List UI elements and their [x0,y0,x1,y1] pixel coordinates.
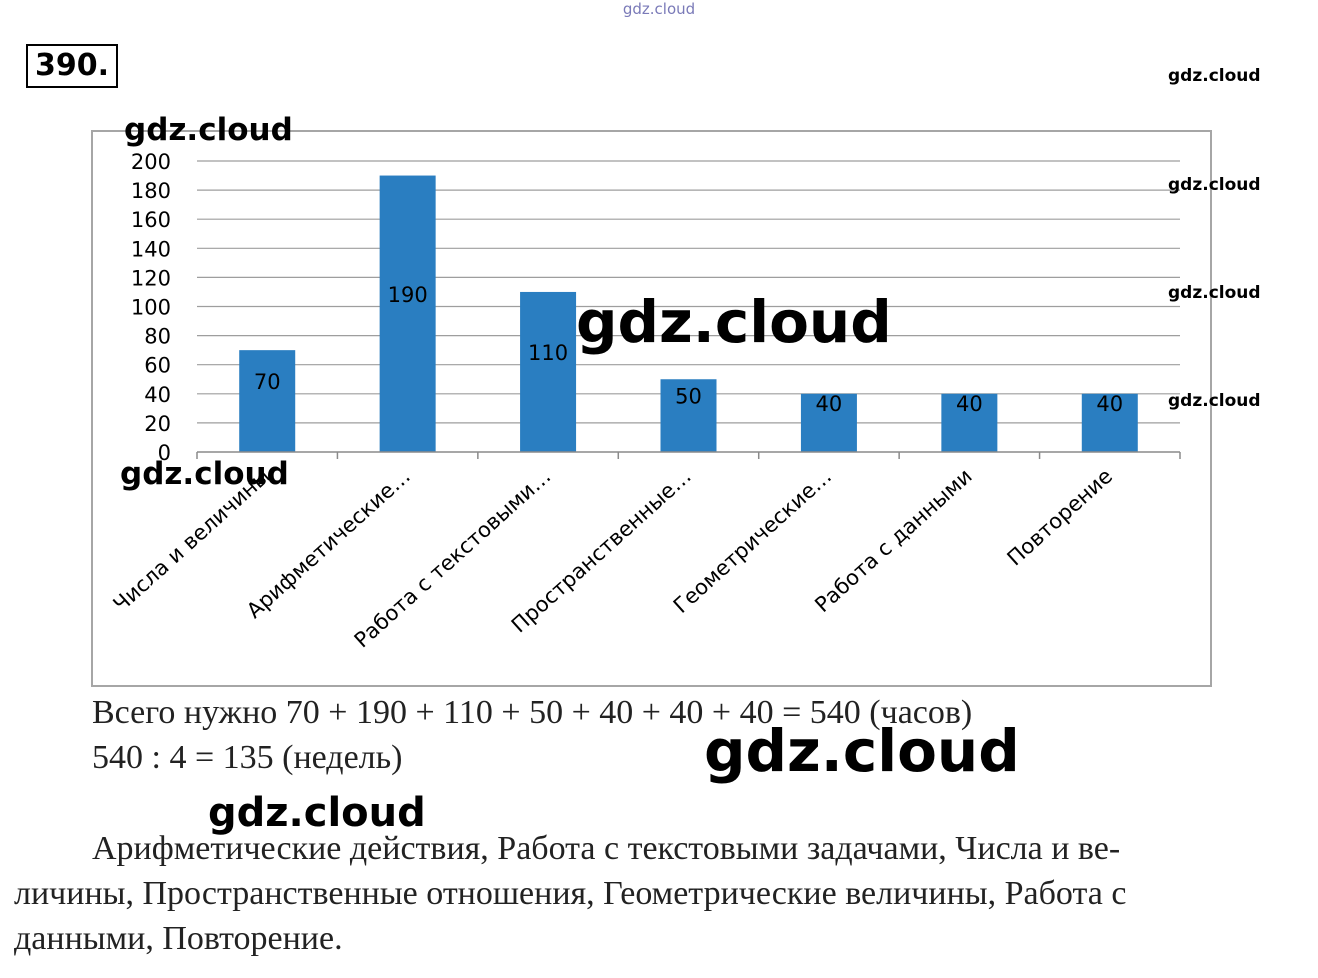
bar-chart: 0 20 40 60 80 100 120 140 160 180 200 70 190 110 50 40… [91,130,1212,687]
bar [239,350,296,452]
data-label: 40 [816,392,843,416]
watermark: gdz.cloud [704,717,1020,785]
problem-number: 390. [26,44,118,88]
watermark: gdz.cloud [208,790,426,836]
y-tick-label: 200 [131,150,171,174]
data-label: 50 [675,385,702,409]
y-tick-label: 60 [144,354,171,378]
chart-frame [91,130,1212,687]
watermark: gdz.cloud [1168,391,1261,411]
bar [941,393,998,452]
data-label: 40 [956,392,983,416]
y-tick-label: 180 [131,179,171,203]
data-label: 110 [528,341,568,365]
watermark: gdz.cloud [1168,175,1261,195]
y-tick-label: 20 [144,412,171,436]
bar [520,291,577,452]
y-tick-label: 140 [131,237,171,261]
answer-line-3: данными, Повторение. [14,920,343,957]
solution-line-1: Всего нужно 70 + 190 + 110 + 50 + 40 + 4… [92,694,973,731]
data-label: 190 [388,283,428,307]
answer-paragraph: Арифметические действия, Работа с тексто… [14,826,1304,961]
watermark-top: gdz.cloud [622,0,696,18]
watermark: gdz.cloud [124,112,293,148]
y-tick-label: 120 [131,266,171,290]
watermark: gdz.cloud [576,288,892,356]
answer-line-2: личины, Пространственные отношения, Геом… [14,875,1127,912]
data-label: 40 [1096,392,1123,416]
watermark: gdz.cloud [1168,66,1261,86]
bar [1081,393,1138,452]
y-tick-label: 0 [158,441,171,465]
y-tick-label: 160 [131,208,171,232]
bar [379,175,436,453]
watermark: gdz.cloud [120,456,289,492]
watermark: gdz.cloud [1168,283,1261,303]
y-tick-label: 40 [144,383,171,407]
solution-line-2: 540 : 4 = 135 (недель) [92,739,403,776]
bar [660,379,717,452]
y-tick-label: 80 [144,325,171,349]
y-tick-label: 100 [131,296,171,320]
bar [800,393,857,452]
data-label: 70 [254,370,281,394]
answer-line-1: Арифметические действия, Работа с тексто… [92,830,1121,867]
